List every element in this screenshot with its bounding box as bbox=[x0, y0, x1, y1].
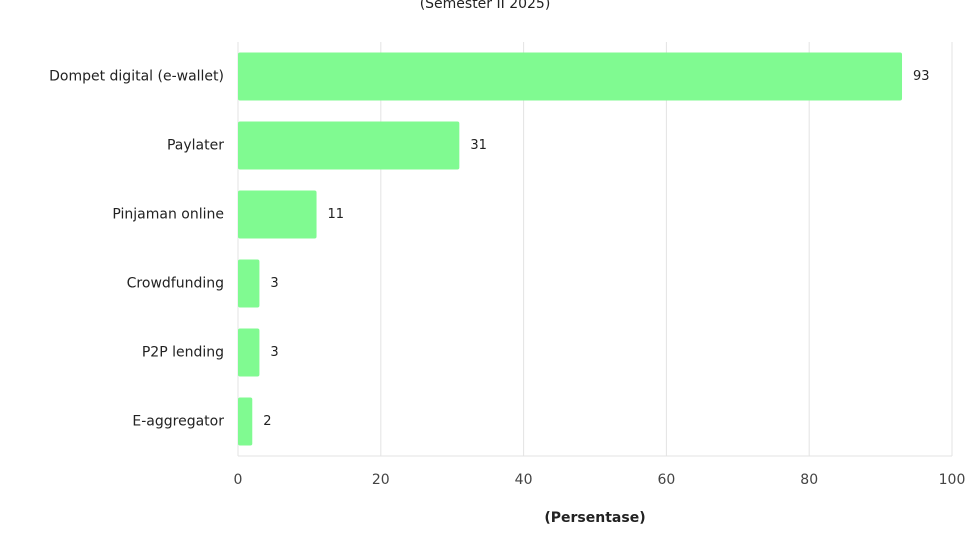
value-label: 3 bbox=[270, 276, 278, 291]
x-tick-label: 40 bbox=[515, 472, 533, 488]
x-tick-label: 0 bbox=[234, 472, 243, 488]
value-label: 2 bbox=[263, 414, 271, 429]
x-tick-label: 60 bbox=[657, 472, 675, 488]
y-tick-label: Dompet digital (e-wallet) bbox=[49, 69, 224, 85]
y-tick-label: Paylater bbox=[167, 138, 224, 154]
x-tick-label: 100 bbox=[939, 472, 966, 488]
y-tick-label: Pinjaman online bbox=[112, 207, 224, 223]
value-label: 3 bbox=[270, 345, 278, 360]
value-label: 93 bbox=[913, 69, 930, 84]
bar bbox=[238, 328, 260, 377]
bar bbox=[238, 259, 260, 308]
x-tick-label: 20 bbox=[372, 472, 390, 488]
bar bbox=[238, 397, 253, 446]
value-label: 31 bbox=[470, 138, 487, 153]
x-axis-label: (Persentase) bbox=[544, 510, 645, 526]
bar bbox=[238, 52, 903, 101]
y-tick-label: P2P lending bbox=[142, 345, 224, 361]
x-tick-label: 80 bbox=[800, 472, 818, 488]
bar bbox=[238, 121, 460, 170]
bar bbox=[238, 190, 317, 239]
value-label: 11 bbox=[328, 207, 345, 222]
chart-subtitle: (Semester II 2025) bbox=[420, 0, 551, 12]
y-tick-label: Crowdfunding bbox=[127, 276, 224, 292]
y-tick-label: E-aggregator bbox=[132, 414, 224, 430]
